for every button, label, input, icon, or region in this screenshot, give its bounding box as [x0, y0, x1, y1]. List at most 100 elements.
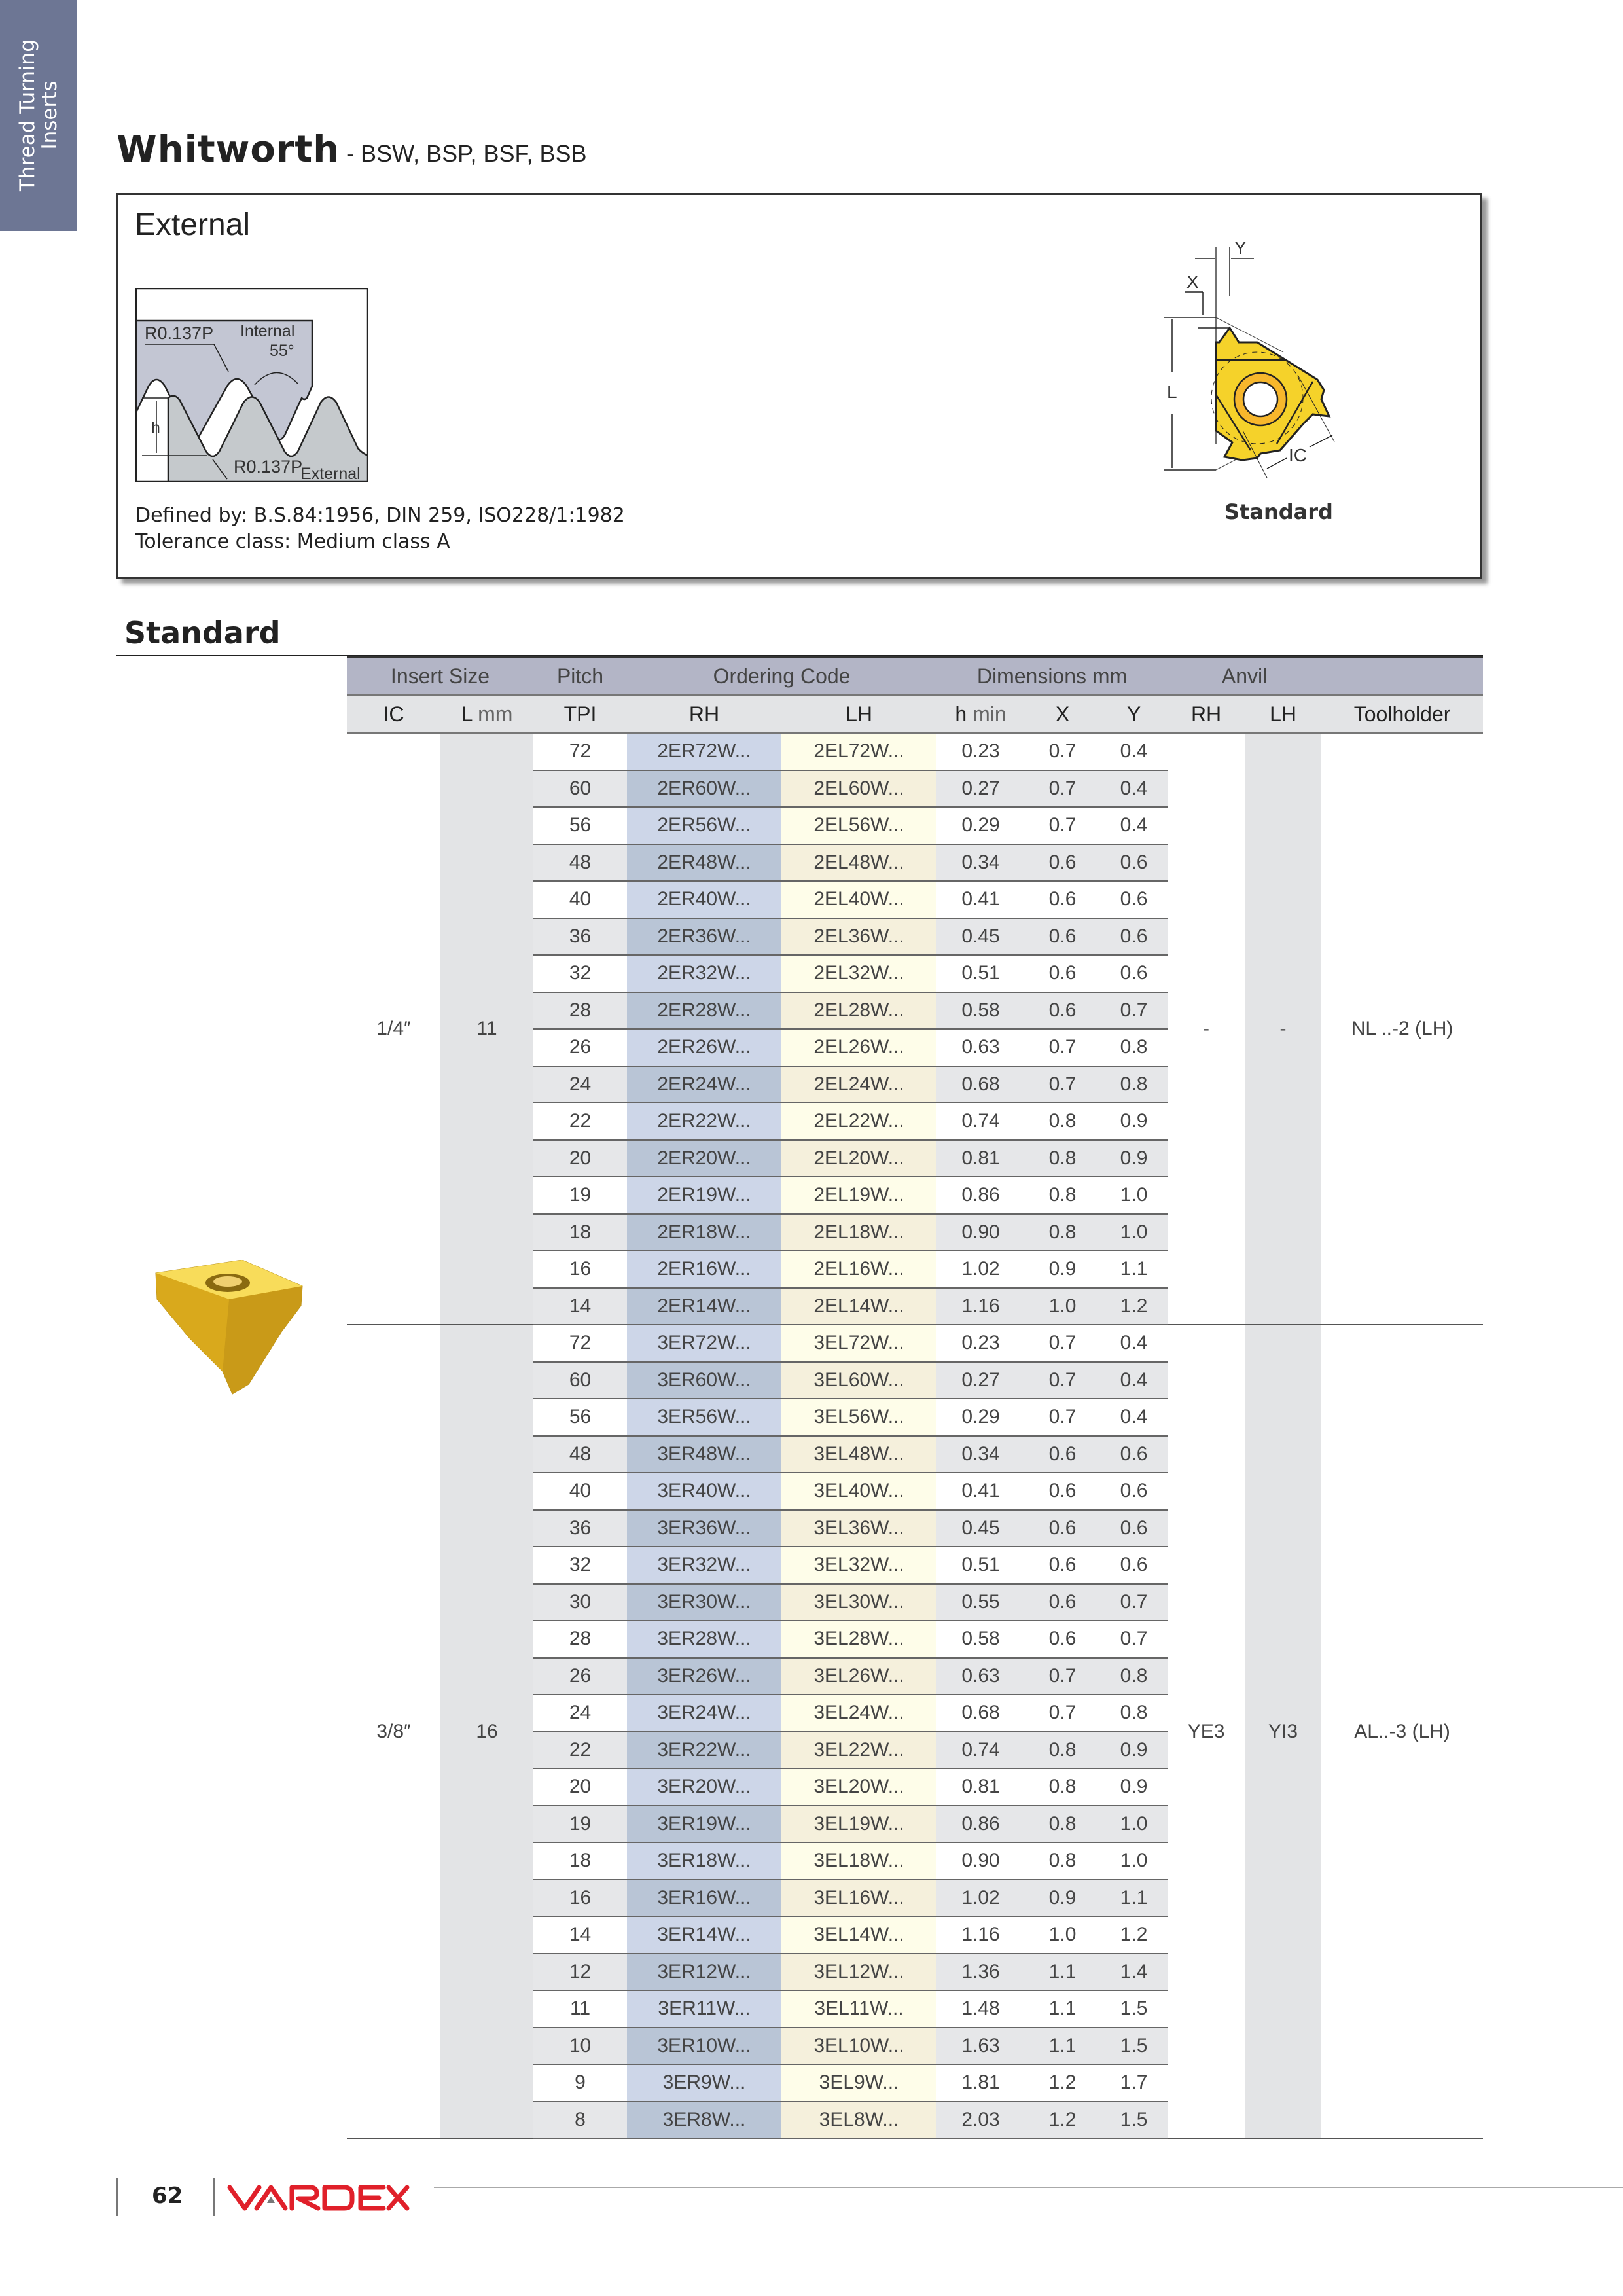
cell-lh-code: 3EL48W...: [781, 1435, 937, 1473]
cell-rh-code: 2ER16W...: [627, 1251, 782, 1289]
insert-product-image: [155, 1260, 303, 1395]
cell-y: 1.4: [1100, 1953, 1168, 1991]
cell-tpi: 19: [533, 1805, 628, 1843]
cell-y: 0.4: [1100, 1399, 1168, 1437]
cell-lh-code: 2EL24W...: [781, 1066, 937, 1103]
cell-lh-code: 3EL9W...: [781, 2064, 937, 2102]
col-y: Y: [1100, 694, 1168, 734]
cell-h-min: 1.36: [936, 1953, 1026, 1991]
table-column-header-row: IC L mm TPI RH LH h min X Y RH LH Toolho…: [347, 694, 1484, 734]
cell-lh-code: 3EL20W...: [781, 1768, 937, 1806]
cell-rh-code: 3ER32W...: [627, 1547, 782, 1585]
cell-rh-code: 2ER48W...: [627, 844, 782, 882]
cell-toolholder: NL ..-2 (LH): [1321, 733, 1484, 1325]
cell-h-min: 0.45: [936, 1509, 1026, 1547]
external-thread-panel: External R0.137P Internal 55° h R0.137P …: [116, 193, 1482, 579]
cell-y: 0.4: [1100, 807, 1168, 845]
cell-h-min: 0.86: [936, 1177, 1026, 1215]
cell-rh-code: 2ER18W...: [627, 1213, 782, 1251]
footer-divider: [116, 2178, 118, 2216]
cell-y: 1.0: [1100, 1213, 1168, 1251]
cell-rh-code: 3ER9W...: [627, 2064, 782, 2102]
cell-tpi: 56: [533, 1399, 628, 1437]
cell-lh-code: 3EL60W...: [781, 1361, 937, 1399]
cell-x: 1.2: [1025, 2101, 1101, 2139]
cell-anvil-rh: YE3: [1168, 1325, 1245, 2139]
cell-tpi: 16: [533, 1251, 628, 1289]
cell-h-min: 1.02: [936, 1879, 1026, 1917]
table-row: 14 2ER14W... 2EL14W... 1.16 1.0 1.2: [347, 1287, 1483, 1325]
table-row: 19 2ER19W... 2EL19W... 0.86 0.8 1.0: [347, 1177, 1483, 1215]
table-row: 11 3ER11W... 3EL11W... 1.48 1.1 1.5: [347, 1990, 1483, 2028]
header-blank: [1321, 656, 1484, 695]
cell-h-min: 2.03: [936, 2101, 1026, 2139]
cell-x: 0.8: [1025, 1768, 1101, 1806]
cell-tpi: 48: [533, 1435, 628, 1473]
cell-tpi: 40: [533, 1473, 628, 1511]
cell-rh-code: 2ER22W...: [627, 1103, 782, 1141]
thread-profile-diagram: R0.137P Internal 55° h R0.137P External: [135, 288, 368, 482]
cell-lh-code: 3EL32W...: [781, 1547, 937, 1585]
table-row: 24 3ER24W... 3EL24W... 0.68 0.7 0.8: [347, 1695, 1483, 1732]
cell-x: 0.6: [1025, 1509, 1101, 1547]
col-ic: IC: [347, 694, 440, 734]
table-row: 22 3ER22W... 3EL22W... 0.74 0.8 0.9: [347, 1731, 1483, 1769]
cell-x: 0.6: [1025, 955, 1101, 993]
table-row: 40 3ER40W... 3EL40W... 0.41 0.6 0.6: [347, 1473, 1483, 1511]
cell-y: 1.5: [1100, 2027, 1168, 2065]
label-internal: Internal: [240, 322, 294, 340]
cell-x: 1.1: [1025, 2027, 1101, 2065]
cell-h-min: 0.74: [936, 1103, 1026, 1141]
cell-rh-code: 2ER56W...: [627, 807, 782, 845]
table-row: 16 3ER16W... 3EL16W... 1.02 0.9 1.1: [347, 1879, 1483, 1917]
cell-y: 0.6: [1100, 881, 1168, 919]
cell-h-min: 0.58: [936, 992, 1026, 1030]
cell-rh-code: 2ER14W...: [627, 1287, 782, 1325]
cell-x: 0.7: [1025, 1029, 1101, 1067]
cell-rh-code: 3ER22W...: [627, 1731, 782, 1769]
external-thread-shape: [167, 395, 368, 482]
cell-h-min: 1.48: [936, 1990, 1026, 2028]
cell-y: 0.6: [1100, 844, 1168, 882]
cell-x: 0.6: [1025, 992, 1101, 1030]
cell-x: 0.7: [1025, 807, 1101, 845]
cell-lh-code: 3EL26W...: [781, 1657, 937, 1695]
cell-h-min: 0.63: [936, 1657, 1026, 1695]
cell-y: 1.0: [1100, 1177, 1168, 1215]
cell-y: 1.0: [1100, 1842, 1168, 1880]
cell-rh-code: 2ER72W...: [627, 733, 782, 771]
cell-x: 0.9: [1025, 1879, 1101, 1917]
cell-x: 0.7: [1025, 1399, 1101, 1437]
cell-lh-code: 2EL14W...: [781, 1287, 937, 1325]
cell-y: 1.2: [1100, 1916, 1168, 1954]
cell-tpi: 14: [533, 1916, 628, 1954]
section-tab-line2: Inserts: [38, 81, 62, 150]
label-radius-external: R0.137P: [234, 457, 302, 476]
cell-h-min: 0.45: [936, 918, 1026, 956]
cell-h-min: 0.27: [936, 770, 1026, 808]
cell-h-min: 0.23: [936, 733, 1026, 771]
cell-x: 1.1: [1025, 1953, 1101, 1991]
cell-lh-code: 3EL8W...: [781, 2101, 937, 2139]
table-row: 3/8″ 16 72 3ER72W... 3EL72W... 0.23 0.7 0.4 YE3 Y…: [347, 1325, 1484, 2139]
cell-h-min: 1.63: [936, 2027, 1026, 2065]
cell-y: 0.6: [1100, 1473, 1168, 1511]
label-angle: 55°: [270, 342, 294, 360]
cell-h-min: 0.34: [936, 844, 1026, 882]
cell-tpi: 11: [533, 1990, 628, 2028]
cell-h-min: 0.74: [936, 1731, 1026, 1769]
cell-rh-code: 3ER8W...: [627, 2101, 782, 2139]
cell-x: 1.0: [1025, 1916, 1101, 1954]
cell-rh-code: 3ER14W...: [627, 1916, 782, 1954]
cell-rh-code: 2ER60W...: [627, 770, 782, 808]
page-title-main: Whitworth: [116, 128, 340, 171]
cell-lh-code: 3EL30W...: [781, 1583, 937, 1621]
cell-y: 0.7: [1100, 1583, 1168, 1621]
cell-tpi: 20: [533, 1139, 628, 1177]
cell-x: 0.8: [1025, 1139, 1101, 1177]
cell-lh-code: 2EL60W...: [781, 770, 937, 808]
cell-x: 0.6: [1025, 1583, 1101, 1621]
cell-y: 1.1: [1100, 1879, 1168, 1917]
cell-rh-code: 3ER19W...: [627, 1805, 782, 1843]
cell-rh-code: 3ER40W...: [627, 1473, 782, 1511]
